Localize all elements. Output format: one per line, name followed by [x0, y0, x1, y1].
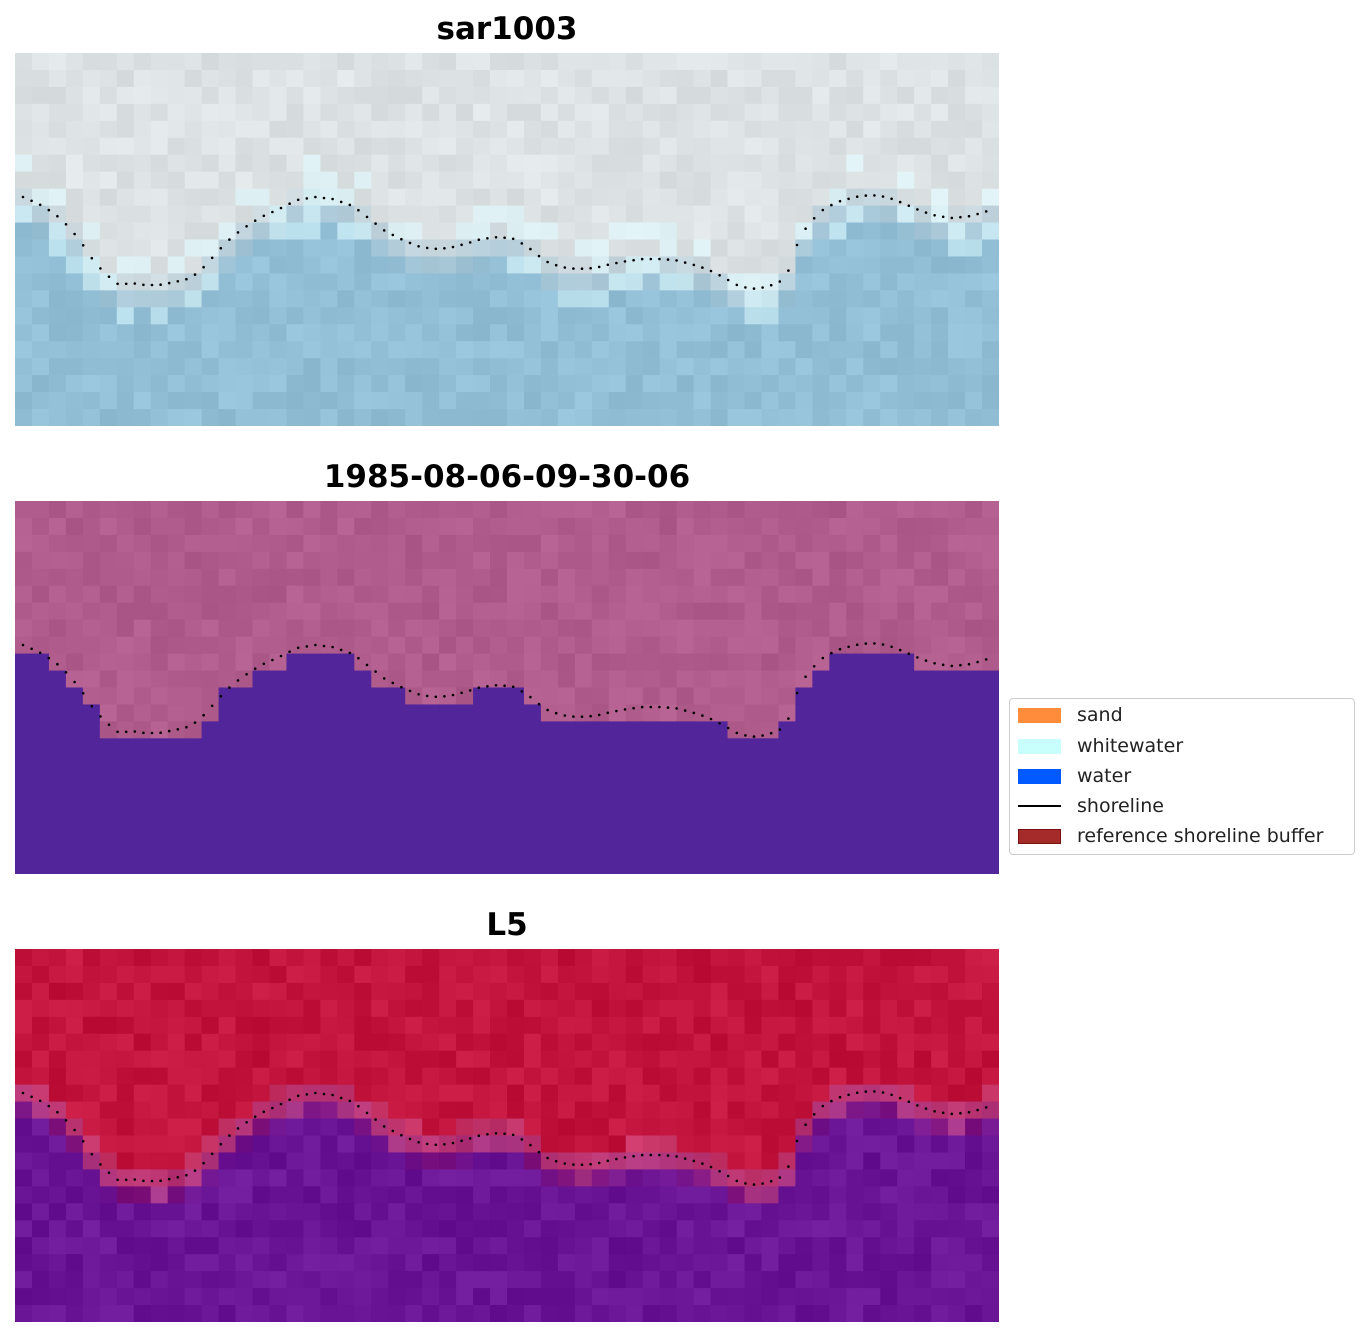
classified-image-panel — [15, 501, 999, 874]
legend-item-whitewater: whitewater — [1018, 735, 1183, 757]
legend-item-shoreline: shoreline — [1018, 795, 1164, 817]
index-image-panel — [15, 949, 999, 1322]
legend-label: shoreline — [1077, 795, 1164, 817]
image-pixels — [15, 53, 999, 426]
whitewater-swatch-icon — [1018, 738, 1061, 754]
panel-title-rgb: sar1003 — [436, 11, 578, 47]
legend-label: water — [1077, 765, 1132, 787]
image-pixels — [15, 949, 999, 1322]
legend: sand whitewater water shoreline referenc… — [1009, 698, 1355, 855]
legend-label: sand — [1077, 704, 1123, 726]
legend-label: whitewater — [1077, 735, 1184, 757]
panel-title-classified: 1985-08-06-09-30-06 — [323, 459, 691, 495]
shoreline-dots — [21, 1090, 988, 1186]
water-swatch-icon — [1018, 768, 1061, 784]
legend-item-reference-buffer: reference shoreline buffer — [1018, 825, 1323, 847]
legend-label: reference shoreline buffer — [1077, 825, 1324, 847]
shoreline-line-icon — [1018, 805, 1061, 807]
image-pixels — [15, 501, 999, 874]
legend-item-water: water — [1018, 765, 1131, 787]
buffer-swatch-icon — [1018, 828, 1061, 844]
panel-title-index: L5 — [486, 907, 528, 943]
rgb-image-panel — [15, 53, 999, 426]
shoreline-dots — [21, 194, 988, 290]
legend-item-sand: sand — [1018, 704, 1123, 726]
sand-swatch-icon — [1018, 707, 1061, 723]
shoreline-dots — [21, 642, 988, 738]
